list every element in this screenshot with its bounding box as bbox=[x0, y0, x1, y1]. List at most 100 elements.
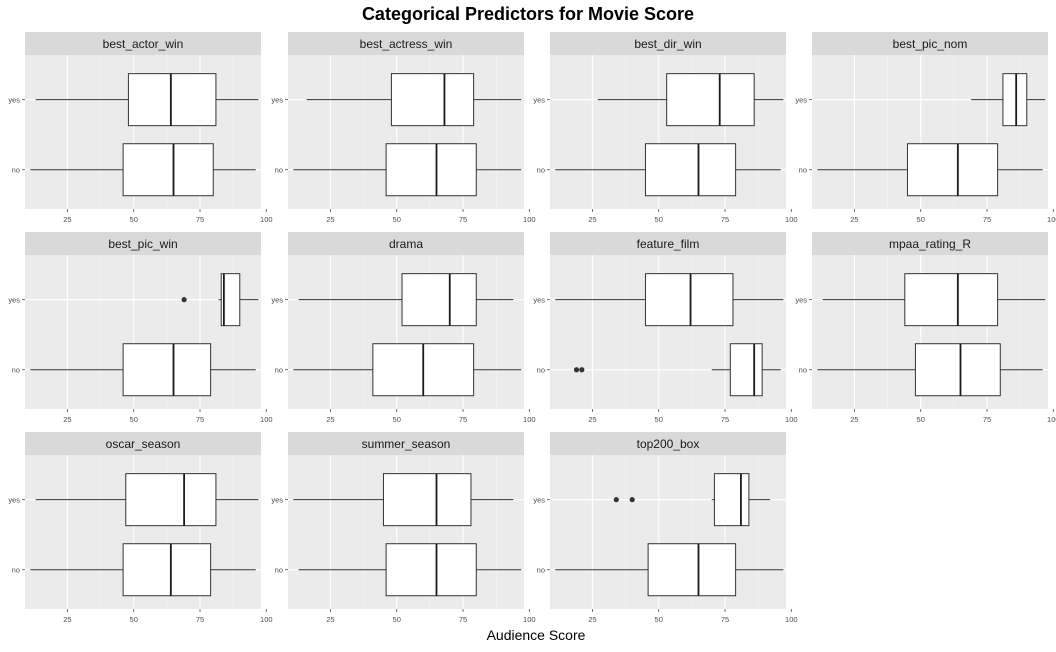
x-tick-label: 75 bbox=[196, 215, 204, 224]
x-tick-label: 75 bbox=[459, 415, 467, 424]
x-tick-label: 75 bbox=[459, 215, 467, 224]
box-iqr bbox=[914, 343, 1001, 397]
y-tick-label: yes bbox=[8, 96, 20, 105]
x-tick-label: 50 bbox=[917, 215, 925, 224]
x-tick-label: 100 bbox=[1047, 415, 1056, 424]
outlier-point bbox=[181, 297, 187, 303]
x-tick-label: 25 bbox=[63, 615, 71, 624]
facet-title: best_dir_win bbox=[634, 37, 701, 51]
facet-title: mpaa_rating_R bbox=[889, 237, 971, 251]
y-tick-label: no bbox=[12, 366, 20, 375]
facet-panel: drama 25 50 75 100 yes no bbox=[271, 232, 536, 424]
y-tick-label: yes bbox=[271, 296, 283, 305]
y-tick-label: yes bbox=[8, 296, 20, 305]
x-tick-label: 75 bbox=[196, 415, 204, 424]
facet-strip bbox=[25, 32, 261, 55]
box-iqr bbox=[647, 543, 737, 597]
y-tick-label: yes bbox=[795, 96, 807, 105]
x-tick-label: 25 bbox=[850, 215, 858, 224]
facet-title: feature_film bbox=[637, 237, 700, 251]
box-iqr bbox=[382, 473, 472, 527]
x-tick-label: 100 bbox=[260, 415, 273, 424]
outlier-point bbox=[579, 367, 585, 373]
x-tick-label: 100 bbox=[785, 415, 798, 424]
y-tick-label: yes bbox=[8, 496, 20, 505]
facet-strip bbox=[288, 432, 524, 455]
x-tick-label: 100 bbox=[785, 215, 798, 224]
y-tick-label: no bbox=[275, 366, 283, 375]
outlier-point bbox=[629, 497, 635, 503]
x-tick-label: 75 bbox=[196, 615, 204, 624]
box-iqr bbox=[906, 143, 999, 197]
box-iqr bbox=[390, 73, 475, 127]
y-tick-label: yes bbox=[795, 296, 807, 305]
y-tick-label: no bbox=[537, 566, 545, 575]
x-tick-label: 75 bbox=[983, 215, 991, 224]
x-tick-label: 100 bbox=[523, 415, 536, 424]
x-tick-label: 25 bbox=[326, 615, 334, 624]
facet-title: summer_season bbox=[362, 437, 451, 451]
x-tick-label: 50 bbox=[917, 415, 925, 424]
x-tick-label: 100 bbox=[1047, 215, 1056, 224]
x-tick-label: 100 bbox=[260, 215, 273, 224]
y-tick-label: no bbox=[537, 166, 545, 175]
y-tick-label: yes bbox=[533, 496, 545, 505]
y-tick-label: yes bbox=[533, 96, 545, 105]
x-tick-label: 75 bbox=[459, 615, 467, 624]
facet-strip bbox=[25, 432, 261, 455]
box-iqr bbox=[220, 273, 241, 327]
y-tick-label: yes bbox=[271, 96, 283, 105]
facet-panel: best_dir_win 25 50 75 100 yes no bbox=[533, 32, 798, 224]
facet-strip bbox=[288, 32, 524, 55]
x-tick-label: 50 bbox=[655, 215, 663, 224]
chart-title: Categorical Predictors for Movie Score bbox=[361, 4, 695, 24]
facet-title: best_actress_win bbox=[360, 37, 453, 51]
box-iqr bbox=[644, 273, 734, 327]
facet-panel: best_pic_win 25 50 75 100 yes no bbox=[8, 232, 273, 424]
box-iqr bbox=[1002, 73, 1028, 127]
x-axis-label: Audience Score bbox=[486, 627, 586, 643]
y-tick-label: no bbox=[12, 166, 20, 175]
facet-title: oscar_season bbox=[106, 437, 181, 451]
box-iqr bbox=[125, 473, 217, 527]
facet-strip bbox=[25, 232, 261, 255]
box-iqr bbox=[122, 143, 214, 197]
x-tick-label: 50 bbox=[130, 215, 138, 224]
y-tick-label: yes bbox=[533, 296, 545, 305]
y-tick-label: no bbox=[275, 566, 283, 575]
x-tick-label: 50 bbox=[393, 415, 401, 424]
y-tick-label: no bbox=[799, 166, 807, 175]
outlier-point bbox=[613, 497, 619, 503]
facet-title: top200_box bbox=[637, 437, 700, 451]
x-tick-label: 100 bbox=[523, 615, 536, 624]
facet-strip bbox=[550, 232, 786, 255]
outlier-point bbox=[573, 367, 580, 373]
box-iqr bbox=[666, 73, 755, 127]
box-iqr bbox=[385, 143, 477, 197]
facet-panel: oscar_season 25 50 75 100 yes no bbox=[8, 432, 273, 624]
x-tick-label: 100 bbox=[785, 615, 798, 624]
box-iqr bbox=[127, 73, 217, 127]
x-tick-label: 50 bbox=[393, 215, 401, 224]
x-tick-label: 75 bbox=[721, 615, 729, 624]
x-tick-label: 25 bbox=[850, 415, 858, 424]
facet-panel: summer_season 25 50 75 100 yes no bbox=[271, 432, 536, 624]
box-iqr bbox=[713, 473, 750, 527]
x-tick-label: 50 bbox=[130, 615, 138, 624]
x-tick-label: 25 bbox=[63, 415, 71, 424]
box-iqr bbox=[401, 273, 477, 327]
x-tick-label: 25 bbox=[326, 415, 334, 424]
x-tick-label: 25 bbox=[326, 215, 334, 224]
facet-panel: top200_box 25 50 75 100 yes no bbox=[533, 432, 798, 624]
facet-title: drama bbox=[389, 237, 423, 251]
box-iqr bbox=[122, 343, 212, 397]
facet-strip bbox=[550, 32, 786, 55]
box-iqr bbox=[904, 273, 999, 327]
x-tick-label: 50 bbox=[655, 415, 663, 424]
facet-strip bbox=[288, 232, 524, 255]
x-tick-label: 25 bbox=[588, 415, 596, 424]
x-tick-label: 25 bbox=[588, 215, 596, 224]
y-tick-label: no bbox=[537, 366, 545, 375]
facet-title: best_pic_win bbox=[108, 237, 177, 251]
